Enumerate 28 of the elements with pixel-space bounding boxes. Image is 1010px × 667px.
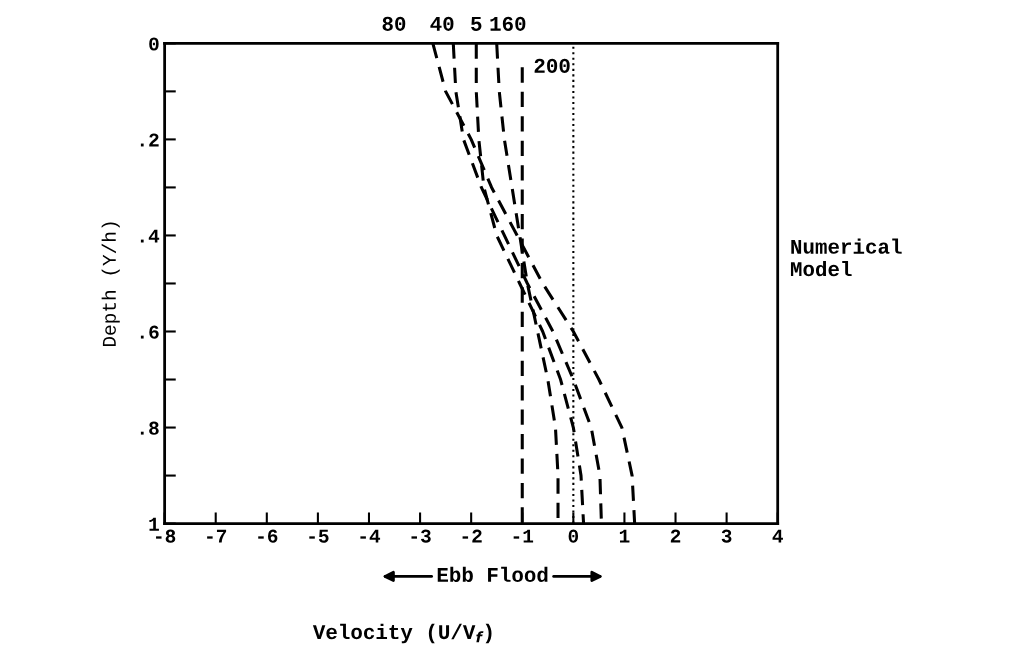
x-axis-title: Velocity (U/V$_{f}$) (312, 623, 492, 644)
series-label: 5 (471, 16, 482, 31)
x-tick-label: 4 (772, 529, 783, 543)
y-tick-label: .6 (140, 325, 159, 339)
x-tick-label: -1 (513, 529, 534, 543)
y-tick-label: .4 (140, 229, 160, 243)
x-tick-label: -7 (207, 529, 227, 543)
x-tick-label: -4 (360, 529, 381, 543)
y-tick-label: .8 (140, 421, 159, 435)
series-label: 160 (490, 16, 526, 31)
x-tick-label: 0 (568, 529, 579, 543)
series-label: 200 (534, 58, 570, 73)
series-label: 40 (430, 16, 454, 31)
x-tick-label: -8 (156, 529, 176, 543)
text: Numerical Model (790, 238, 902, 277)
x-tick-label: -3 (411, 529, 431, 543)
x-tick-label: 1 (619, 529, 630, 543)
x-tick-label: 2 (670, 529, 681, 543)
x-tick-label: -2 (462, 529, 482, 543)
text: Ebb Flood (437, 566, 548, 583)
y-axis-title: Depth (Y/h) (101, 222, 120, 347)
x-tick-label: 3 (721, 529, 732, 543)
x-tick-label: -5 (309, 529, 329, 543)
x-tick-label: -6 (258, 529, 278, 543)
series-label: 80 (382, 16, 406, 31)
y-tick-label: 1 (149, 517, 159, 531)
y-tick-label: .2 (140, 133, 159, 147)
y-tick-label: 0 (149, 37, 159, 51)
